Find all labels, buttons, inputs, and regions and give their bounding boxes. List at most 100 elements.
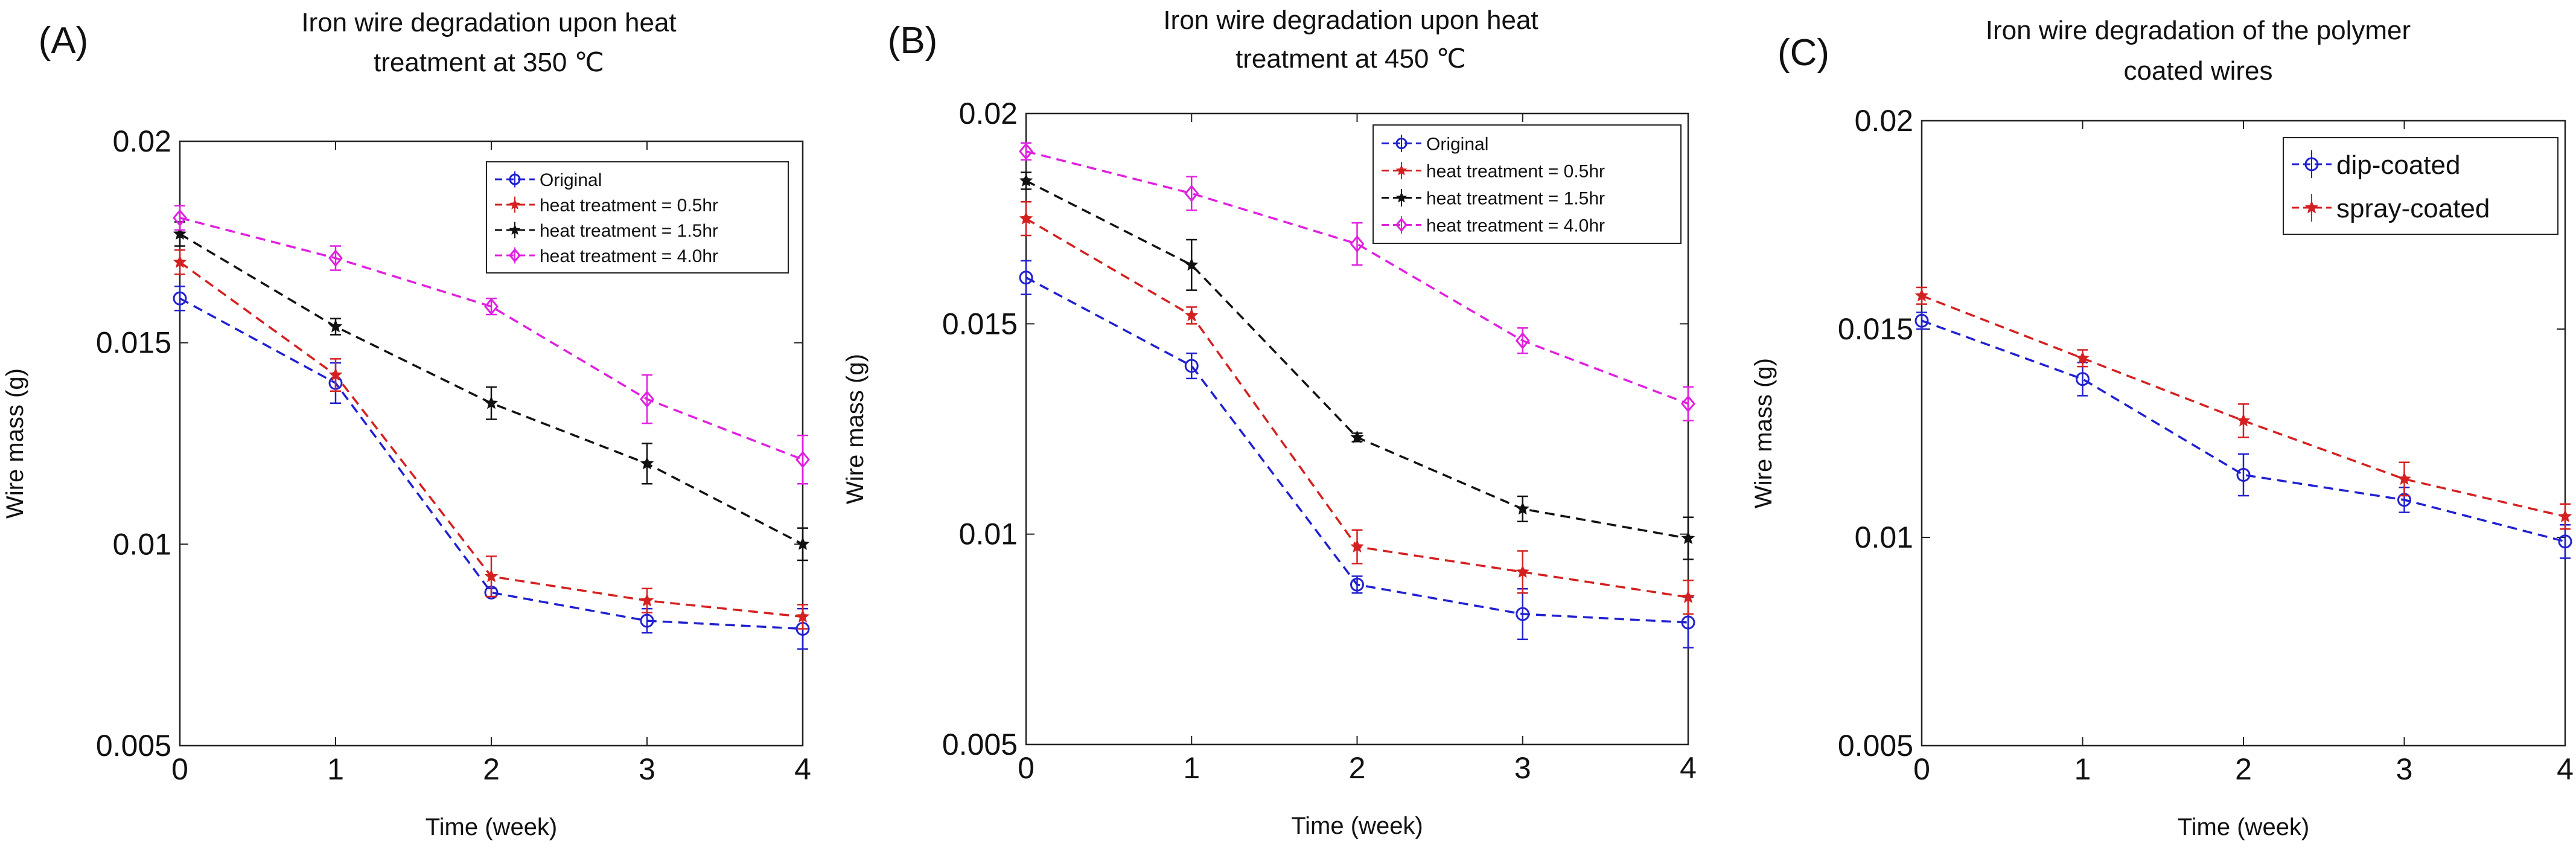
legend-label: dip-coated (2336, 150, 2460, 180)
panel-label: (A) (39, 20, 89, 62)
data-point (1681, 615, 1695, 630)
legend: dip-coated spray-coated (2283, 137, 2558, 235)
data-point (1185, 308, 1199, 321)
x-tick-label: 1 (1183, 751, 1200, 785)
x-tick-label: 0 (171, 752, 188, 786)
data-point (2076, 372, 2090, 386)
chart-panel-1: (A) Iron wire degradation upon heat treatm… (2, 8, 811, 840)
x-axis-label: Time (week) (1291, 813, 1423, 839)
series-2 (173, 249, 810, 630)
data-point (1350, 577, 1364, 592)
y-axis-label: Wire mass (g) (2, 368, 28, 519)
data-point (1350, 430, 1364, 443)
chart-title-line: Iron wire degradation upon heat (1163, 5, 1538, 35)
x-tick-label: 3 (639, 752, 655, 786)
data-point (328, 249, 343, 267)
x-tick-label: 3 (2396, 752, 2413, 786)
panel-label: (C) (1777, 32, 1829, 74)
legend-swatch-marker (1395, 138, 1408, 149)
y-tick-label: 0.02 (959, 97, 1018, 130)
data-point (795, 609, 810, 622)
legend-swatch-marker (1395, 164, 1408, 176)
legend-swatch-marker (509, 224, 521, 235)
legend-swatch-marker (1395, 217, 1408, 232)
series-4 (173, 205, 810, 485)
data-point (1350, 539, 1364, 553)
data-point (2076, 351, 2090, 364)
y-tick-label: 0.02 (113, 124, 171, 158)
legend-swatch-marker (509, 248, 521, 263)
series-2 (1019, 201, 1695, 615)
series-line (1025, 150, 1689, 405)
legend-label: spray-coated (2336, 194, 2490, 223)
legend-swatch-marker (1395, 191, 1408, 203)
y-tick-label: 0.015 (1838, 312, 1913, 346)
data-point (173, 226, 187, 240)
data-point (173, 209, 187, 227)
data-point (640, 613, 654, 628)
y-tick-label: 0.01 (1855, 520, 1913, 554)
legend-box (486, 161, 789, 274)
series-1 (1019, 260, 1695, 649)
x-tick-label: 0 (1018, 751, 1035, 785)
data-point (1516, 607, 1530, 621)
data-point (795, 537, 810, 550)
legend-label: heat treatment = 1.5hr (1426, 188, 1605, 208)
data-point (1019, 142, 1033, 161)
legend-swatch-marker (509, 173, 521, 185)
data-point (1516, 565, 1529, 578)
data-point (1185, 257, 1199, 271)
x-tick-label: 3 (1514, 751, 1531, 785)
series-line (1025, 277, 1689, 624)
data-point (2558, 509, 2572, 523)
data-point (1019, 270, 1033, 285)
data-point (1681, 531, 1695, 545)
data-point (1681, 590, 1695, 603)
data-point (173, 255, 187, 268)
y-tick-label: 0.005 (96, 729, 171, 763)
chart-panel-2: (B) Iron wire degradation upon heat treatm… (842, 5, 1697, 839)
y-tick-label: 0.015 (96, 326, 171, 360)
x-tick-label: 1 (2074, 752, 2091, 786)
panel-label: (B) (888, 20, 938, 62)
x-tick-label: 2 (483, 752, 500, 786)
chart-title-line: Iron wire degradation of the polymer (1986, 16, 2411, 45)
y-axis-label: Wire mass (g) (1750, 358, 1777, 508)
data-point (1914, 289, 1929, 302)
legend-box (1372, 124, 1682, 244)
series-line (1921, 295, 2566, 518)
data-point (1515, 331, 1530, 350)
data-point (640, 456, 654, 470)
x-tick-label: 4 (2557, 752, 2574, 786)
series-2 (1914, 286, 2572, 530)
data-point (173, 291, 187, 306)
x-axis-label: Time (week) (2178, 814, 2310, 840)
data-point (1019, 173, 1033, 187)
legend-label: heat treatment = 1.5hr (540, 221, 718, 241)
data-point (1184, 185, 1199, 202)
series-4 (1019, 142, 1695, 421)
y-tick-label: 0.02 (1855, 104, 1913, 138)
data-point (2236, 468, 2251, 482)
legend-swatch-marker (2304, 157, 2319, 171)
y-tick-label: 0.01 (959, 517, 1018, 551)
data-point (328, 368, 343, 381)
x-tick-label: 2 (1349, 751, 1366, 785)
y-axis-label: Wire mass (g) (842, 354, 869, 504)
legend-label: Original (1426, 134, 1488, 154)
data-point (1914, 313, 1929, 328)
y-tick-label: 0.01 (113, 527, 171, 561)
chart-panel-3: (C) Iron wire degradation of the polymer c… (1750, 16, 2574, 840)
series-line (1921, 319, 2566, 543)
data-point (2236, 414, 2251, 427)
data-point (640, 390, 654, 408)
legend-label: heat treatment = 4.0hr (540, 246, 718, 266)
data-point (1184, 359, 1199, 373)
y-tick-label: 0.005 (942, 728, 1018, 761)
series-3 (1019, 171, 1695, 560)
chart-title-line: Iron wire degradation upon heat (301, 8, 676, 37)
chart-title-line: treatment at 350 ℃ (374, 48, 604, 77)
chart-title-line: coated wires (2123, 56, 2272, 86)
legend-label: Original (540, 170, 602, 190)
